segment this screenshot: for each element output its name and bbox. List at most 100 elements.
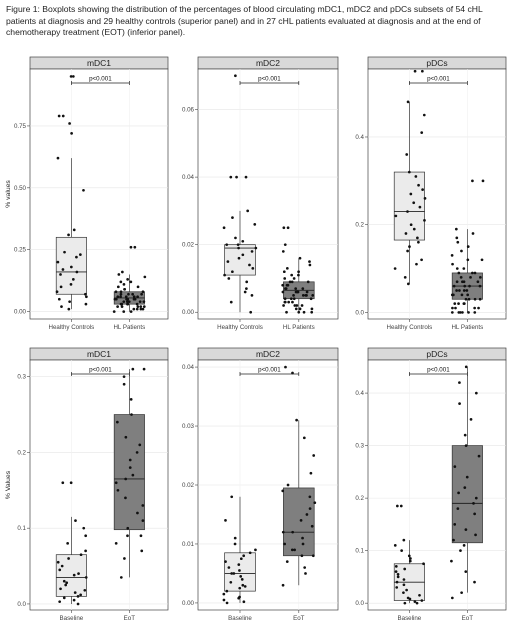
y-tick-label: 0.50 xyxy=(14,185,27,192)
data-point xyxy=(114,290,118,294)
y-tick-label: 0.2 xyxy=(17,449,26,456)
data-point xyxy=(230,495,234,499)
data-point xyxy=(126,302,129,306)
data-point xyxy=(237,256,241,260)
data-point xyxy=(62,579,66,583)
data-point xyxy=(453,523,457,526)
panel-title: mDC2 xyxy=(256,349,280,359)
data-point xyxy=(464,365,468,369)
data-point xyxy=(136,511,139,515)
data-point xyxy=(71,278,75,281)
plot-area xyxy=(29,68,169,320)
panel-2: mDC2 0.00 0.02 0.04 0.06 p<0.001 Healthy Contr… xyxy=(182,56,339,331)
data-point xyxy=(450,596,454,600)
data-point xyxy=(83,588,87,592)
data-point xyxy=(119,290,123,294)
data-point xyxy=(459,275,463,279)
data-point xyxy=(466,293,470,297)
y-tick-label: 0.4 xyxy=(355,134,364,141)
data-point xyxy=(310,307,314,311)
data-point xyxy=(135,451,139,454)
data-point xyxy=(291,300,294,304)
data-point xyxy=(119,292,123,296)
panel-title: mDC2 xyxy=(256,58,280,68)
data-point xyxy=(138,300,142,304)
data-point xyxy=(402,583,406,587)
data-point xyxy=(254,246,258,250)
data-point xyxy=(246,209,250,213)
data-point xyxy=(281,283,285,287)
data-point xyxy=(136,305,140,308)
data-point xyxy=(131,292,134,296)
data-point xyxy=(421,188,424,191)
data-point xyxy=(71,75,75,78)
data-point xyxy=(462,267,466,270)
data-point xyxy=(467,311,470,314)
data-point xyxy=(120,305,124,308)
data-point xyxy=(405,588,408,592)
data-point xyxy=(409,192,413,196)
x-tick-label: HL Patients xyxy=(451,324,483,331)
y-tick-label: 0.3 xyxy=(17,374,26,381)
data-point xyxy=(408,245,411,248)
data-point xyxy=(281,530,285,534)
data-point xyxy=(123,287,126,291)
data-point xyxy=(302,310,306,314)
data-point xyxy=(395,586,399,589)
x-tick-label: Baseline xyxy=(398,615,422,622)
data-point xyxy=(295,290,299,294)
data-point xyxy=(473,306,476,310)
data-point xyxy=(249,310,253,314)
data-point xyxy=(139,305,143,308)
data-point xyxy=(224,560,227,564)
data-point xyxy=(312,454,316,457)
x-tick-label: HL Patients xyxy=(283,324,315,331)
data-point xyxy=(304,294,308,297)
data-point xyxy=(62,596,66,600)
data-point xyxy=(413,600,417,603)
data-point xyxy=(473,311,477,314)
data-point xyxy=(417,183,420,187)
data-point xyxy=(415,601,419,605)
x-tick-label: Healthy Controls xyxy=(387,324,433,331)
data-point xyxy=(282,270,286,274)
data-point xyxy=(79,593,82,597)
data-point xyxy=(236,243,240,247)
data-point xyxy=(471,232,475,235)
data-point xyxy=(61,114,65,118)
data-point xyxy=(119,280,123,284)
data-point xyxy=(122,375,126,379)
data-point xyxy=(412,201,416,205)
data-point xyxy=(309,471,313,475)
data-point xyxy=(416,236,419,240)
data-point xyxy=(124,477,128,481)
data-point xyxy=(73,591,77,594)
data-point xyxy=(292,277,296,280)
data-point xyxy=(407,554,411,558)
data-point xyxy=(393,544,397,547)
data-point xyxy=(254,548,257,552)
plot-area xyxy=(29,359,169,611)
box-iqr xyxy=(451,445,483,544)
data-point xyxy=(222,592,226,596)
data-point xyxy=(456,507,460,510)
data-point xyxy=(288,280,292,284)
y-tick-label: 0.1 xyxy=(17,525,26,532)
x-tick-label: Healthy Controls xyxy=(217,324,263,331)
data-point xyxy=(456,240,460,244)
data-point xyxy=(68,122,71,125)
data-point xyxy=(57,114,61,118)
data-point xyxy=(421,69,424,73)
y-tick-label: 0.02 xyxy=(182,242,195,249)
data-point xyxy=(250,250,254,253)
data-point xyxy=(422,113,426,117)
data-point xyxy=(474,533,477,537)
data-point xyxy=(70,132,73,135)
data-point xyxy=(283,243,287,247)
data-point xyxy=(69,283,73,286)
y-tick-label: 0.0 xyxy=(355,600,364,607)
data-point xyxy=(222,598,226,602)
data-point xyxy=(139,307,143,311)
data-point xyxy=(82,188,85,192)
data-point xyxy=(287,300,291,304)
